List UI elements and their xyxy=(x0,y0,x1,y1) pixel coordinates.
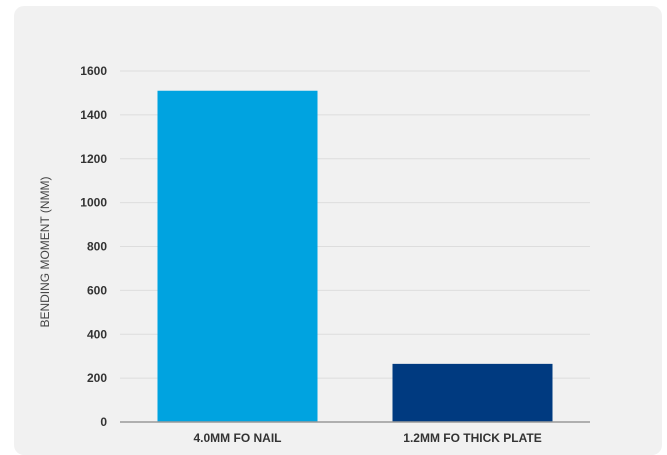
y-tick-label: 600 xyxy=(87,283,107,297)
bars xyxy=(157,90,553,423)
y-tick-label: 800 xyxy=(87,240,107,254)
y-tick-label: 0 xyxy=(100,415,107,429)
y-tick-label: 1600 xyxy=(80,64,107,78)
y-tick-label: 1200 xyxy=(80,152,107,166)
y-axis-title: BENDING MOMENT (NMM) xyxy=(38,176,52,327)
y-tick-label: 200 xyxy=(87,371,107,385)
x-category-label: 4.0MM FO NAIL xyxy=(193,431,281,445)
bar xyxy=(157,90,318,423)
y-tick-label: 1400 xyxy=(80,108,107,122)
x-category-label: 1.2MM FO THICK PLATE xyxy=(403,431,541,445)
y-tick-label: 1000 xyxy=(80,196,107,210)
y-tick-label: 400 xyxy=(87,327,107,341)
bar xyxy=(392,363,553,422)
y-axis-ticks: 0 200 400 600 800 1000 1200 1400 1600 xyxy=(80,64,107,429)
chart-card xyxy=(14,6,662,455)
x-axis-categories: 4.0MM FO NAIL 1.2MM FO THICK PLATE xyxy=(193,431,541,445)
